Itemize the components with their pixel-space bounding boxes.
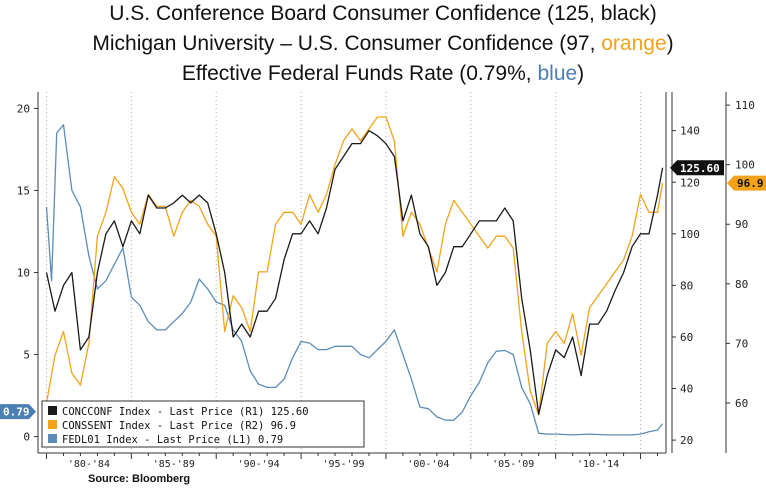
r2-tick-label: 90 xyxy=(735,218,748,231)
fedl01-end-tag-text: 0.79 xyxy=(3,406,30,419)
legend-swatch-concconf xyxy=(48,406,57,415)
fedl01-end-tag-shape xyxy=(0,404,36,420)
r2-tick-label: 100 xyxy=(735,159,755,172)
r2-tick-label: 110 xyxy=(735,99,755,112)
concconf-end-tag-text: 125.60 xyxy=(680,162,720,175)
r1-tick-label: 20 xyxy=(680,434,693,447)
title-line-2-close: ) xyxy=(666,32,674,55)
conssent-end-tag-text: 96.9 xyxy=(737,177,764,190)
chart-title-line-2: Michigan University – U.S. Consumer Conf… xyxy=(0,32,766,56)
r1-tick-label: 40 xyxy=(680,383,693,396)
series-line-fedl01 xyxy=(45,124,664,436)
x-tick-label: '10-'14 xyxy=(577,459,619,470)
x-tick-label: '95-'99 xyxy=(322,459,364,470)
r1-tick-label: 100 xyxy=(680,228,700,241)
legend-label-conssent: CONSSENT Index - Last Price (R2) 96.9 xyxy=(62,420,296,432)
chart-title-line-1: U.S. Conference Board Consumer Confidenc… xyxy=(109,2,657,25)
x-tick-label: '85-'89 xyxy=(153,459,195,470)
title-line-2-color-word: orange xyxy=(601,32,667,55)
title-line-3-close: ) xyxy=(577,62,585,85)
legend-label-fedl01: FEDL01 Index - Last Price (L1) 0.79 xyxy=(62,434,283,446)
r2-tick-label: 80 xyxy=(735,278,748,291)
l1-tick-label: 5 xyxy=(23,349,30,362)
legend-label-concconf: CONCCONF Index - Last Price (R1) 125.60 xyxy=(62,406,309,418)
l1-tick-label: 10 xyxy=(17,267,30,280)
x-tick-label: '80-'84 xyxy=(68,459,110,470)
series-line-conssent xyxy=(45,116,664,416)
x-tick-label: '05-'09 xyxy=(492,459,534,470)
r1-tick-label: 120 xyxy=(680,176,700,189)
chart-title-line-3: Effective Federal Funds Rate (0.79%, blu… xyxy=(0,62,766,86)
r2-tick-label: 60 xyxy=(735,397,748,410)
title-line-3-color-word: blue xyxy=(537,62,578,85)
r1-tick-label: 80 xyxy=(680,279,693,292)
conssent-end-tag-shape xyxy=(727,175,766,191)
x-tick-label: '00-'04 xyxy=(407,459,449,470)
l1-tick-label: 15 xyxy=(17,184,30,197)
l1-tick-label: 0 xyxy=(23,431,30,444)
l1-tick-label: 20 xyxy=(17,102,30,115)
legend-box xyxy=(41,400,365,448)
concconf-end-tag-shape xyxy=(670,160,724,176)
r2-tick-label: 70 xyxy=(735,337,748,350)
title-line-2-text: Michigan University – U.S. Consumer Conf… xyxy=(92,32,602,55)
legend-swatch-fedl01 xyxy=(48,434,57,443)
title-line-3-text: Effective Federal Funds Rate (0.79%, xyxy=(181,62,538,85)
r1-tick-label: 140 xyxy=(680,125,700,138)
x-tick-label: '90-'94 xyxy=(238,459,280,470)
source-note: Source: Bloomberg xyxy=(88,473,191,485)
legend-swatch-conssent xyxy=(48,420,57,429)
r1-tick-label: 60 xyxy=(680,331,693,344)
series-line-concconf xyxy=(45,130,664,415)
